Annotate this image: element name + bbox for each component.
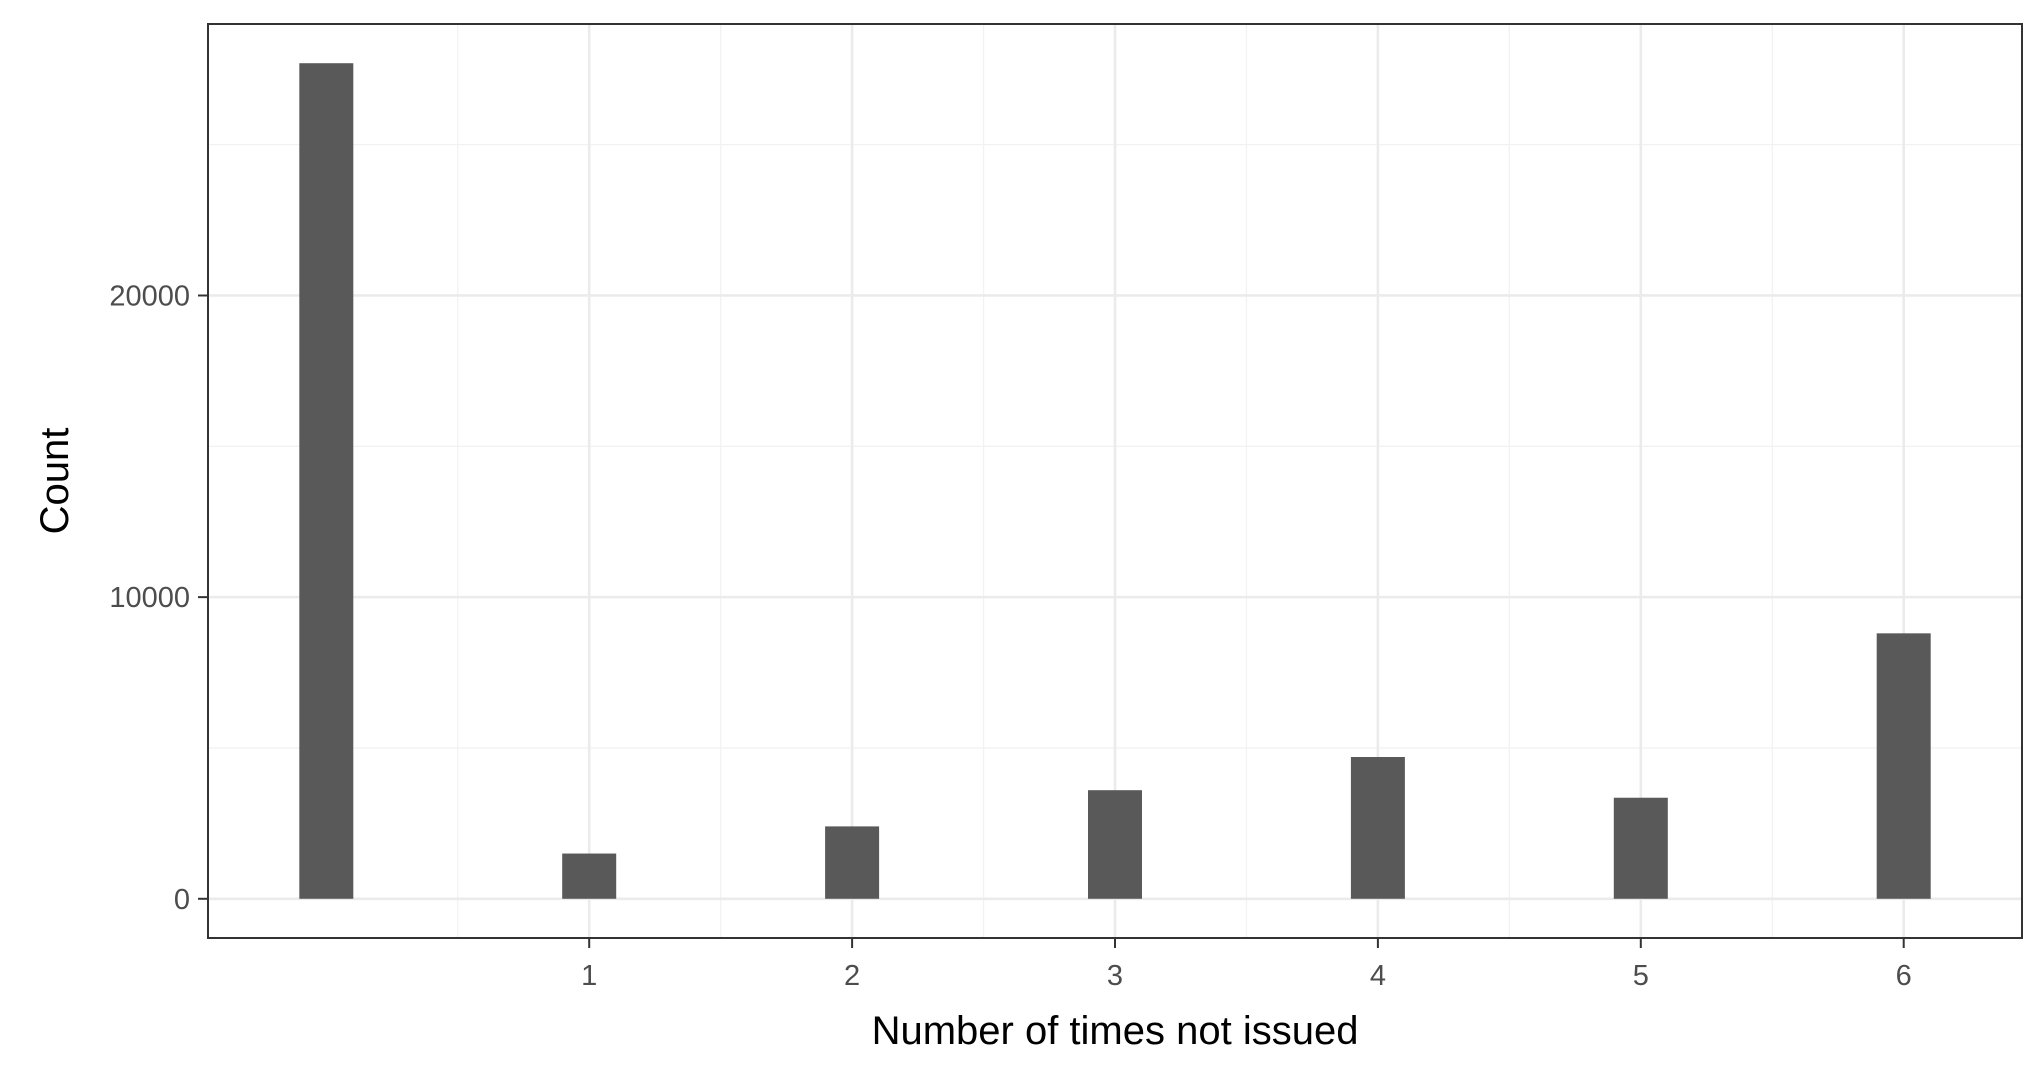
bar — [562, 853, 617, 899]
y-tick-label: 20000 — [109, 280, 190, 312]
x-tick-label: 3 — [1107, 960, 1123, 992]
x-tick-label: 4 — [1370, 960, 1386, 992]
y-tick-label: 10000 — [109, 582, 190, 614]
x-tick-label: 5 — [1633, 960, 1649, 992]
x-tick-label: 2 — [844, 960, 860, 992]
y-axis-title: Count — [33, 428, 77, 535]
bar — [1350, 757, 1405, 899]
x-tick-label: 1 — [581, 960, 597, 992]
x-axis-title: Number of times not issued — [872, 1009, 1359, 1053]
bar — [1613, 797, 1668, 899]
x-tick-label: 6 — [1896, 960, 1912, 992]
bar — [825, 826, 880, 899]
bar — [299, 63, 354, 899]
axes: 1 2 3 4 5 6 0 10000 20000 — [109, 280, 1911, 992]
bars — [299, 63, 1931, 899]
grid-lines — [208, 24, 2022, 938]
bar — [1876, 633, 1931, 899]
y-tick-label: 0 — [174, 884, 190, 916]
bar — [1088, 790, 1142, 899]
